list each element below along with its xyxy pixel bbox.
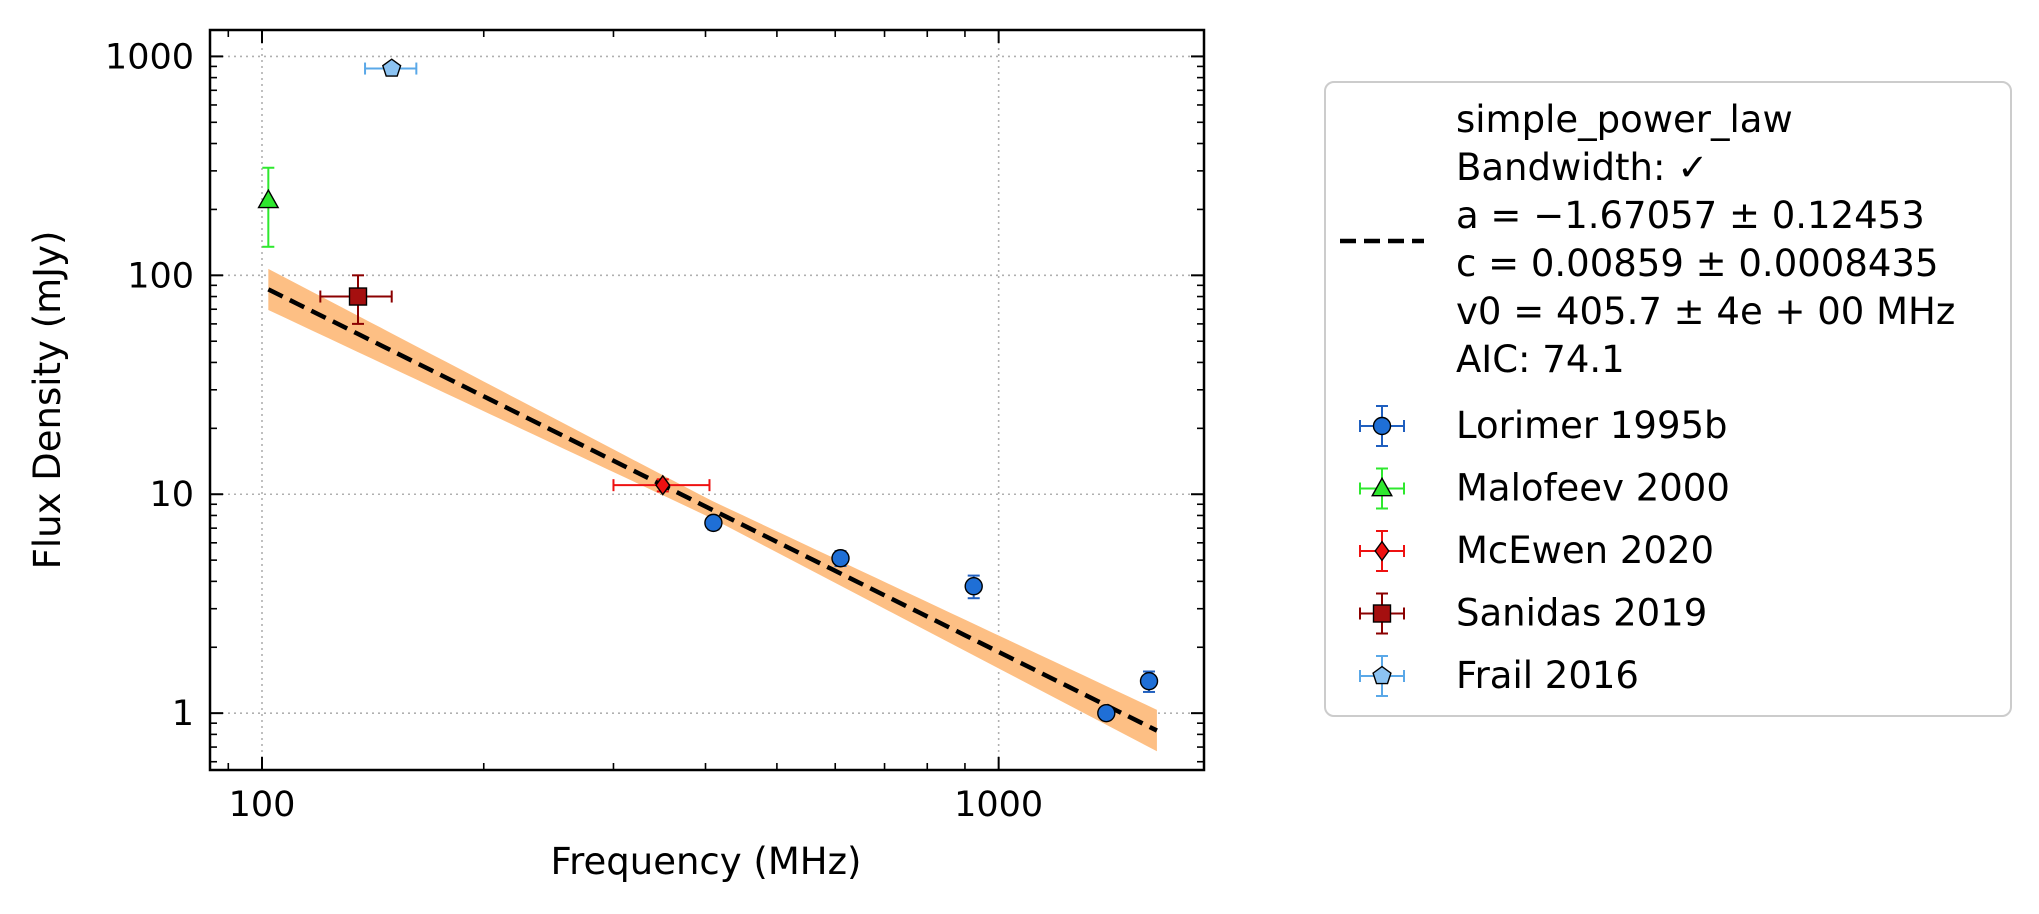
fit-uncertainty-band (268, 268, 1157, 752)
grid (210, 30, 1204, 770)
fit-line (267, 287, 1158, 733)
point-sanidas-2019 (348, 287, 368, 306)
fit-line-layer (267, 287, 1158, 733)
x-tick-label: 1000 (954, 785, 1043, 825)
point-lorimer-1995b (1139, 671, 1159, 691)
y-tick-label: 1000 (105, 37, 194, 77)
point-lorimer-1995b (1097, 703, 1116, 723)
legend-marker-lorimer-1995b (1372, 416, 1392, 436)
legend-label-lorimer-1995b: Lorimer 1995b (1456, 404, 1728, 447)
legend-marker-sanidas-2019 (1372, 604, 1392, 623)
x-axis-label: Frequency (MHz) (551, 840, 862, 883)
fit-band-layer (268, 268, 1157, 752)
legend-label-mcewen-2020: McEwen 2020 (1456, 529, 1714, 572)
plot-frame (208, 28, 1206, 772)
data-points (257, 58, 1159, 723)
point-malofeev-2000 (257, 188, 280, 209)
point-lorimer-1995b (704, 513, 723, 533)
legend-fit-text: Bandwidth: ✓ (1456, 146, 1708, 189)
legend-fit-text: c = 0.00859 ± 0.0008435 (1456, 242, 1938, 285)
x-tick-label: 100 (229, 785, 296, 825)
legend-fit-text: simple_power_law (1456, 98, 1793, 141)
y-tick-label: 100 (127, 256, 194, 296)
legend-fit-text: a = −1.67057 ± 0.12453 (1456, 194, 1925, 237)
legend: simple_power_law Bandwidth: ✓ a = −1.67057… (1324, 81, 2012, 717)
legend-fit-text: v0 = 405.7 ± 4e + 00 MHz (1456, 290, 1955, 333)
legend-series-entries: Lorimer 1995b Malofeev 2000 McEwen 2020 San… (1359, 404, 1730, 697)
legend-box (1324, 81, 2012, 717)
point-mcewen-2020 (655, 474, 671, 496)
legend-marker-malofeev-2000 (1371, 476, 1393, 497)
point-lorimer-1995b (964, 577, 983, 596)
legend-label-frail-2016: Frail 2016 (1456, 654, 1639, 697)
legend-marker-mcewen-2020 (1374, 540, 1390, 562)
y-tick-label: 1 (172, 694, 194, 734)
legend-marker-frail-2016 (1372, 665, 1392, 685)
point-frail-2016 (381, 58, 402, 77)
legend-fit-entry: simple_power_law Bandwidth: ✓ a = −1.67057… (1340, 98, 1955, 381)
legend-label-sanidas-2019: Sanidas 2019 (1456, 592, 1707, 635)
y-tick-label: 10 (149, 475, 194, 515)
point-lorimer-1995b (831, 549, 850, 568)
y-axis-label: Flux Density (mJy) (26, 231, 69, 570)
axis-ticks: 100 1000 1 10 100 1000 (105, 30, 1204, 825)
legend-fit-text: AIC: 74.1 (1456, 338, 1625, 381)
legend-label-malofeev-2000: Malofeev 2000 (1456, 467, 1730, 510)
